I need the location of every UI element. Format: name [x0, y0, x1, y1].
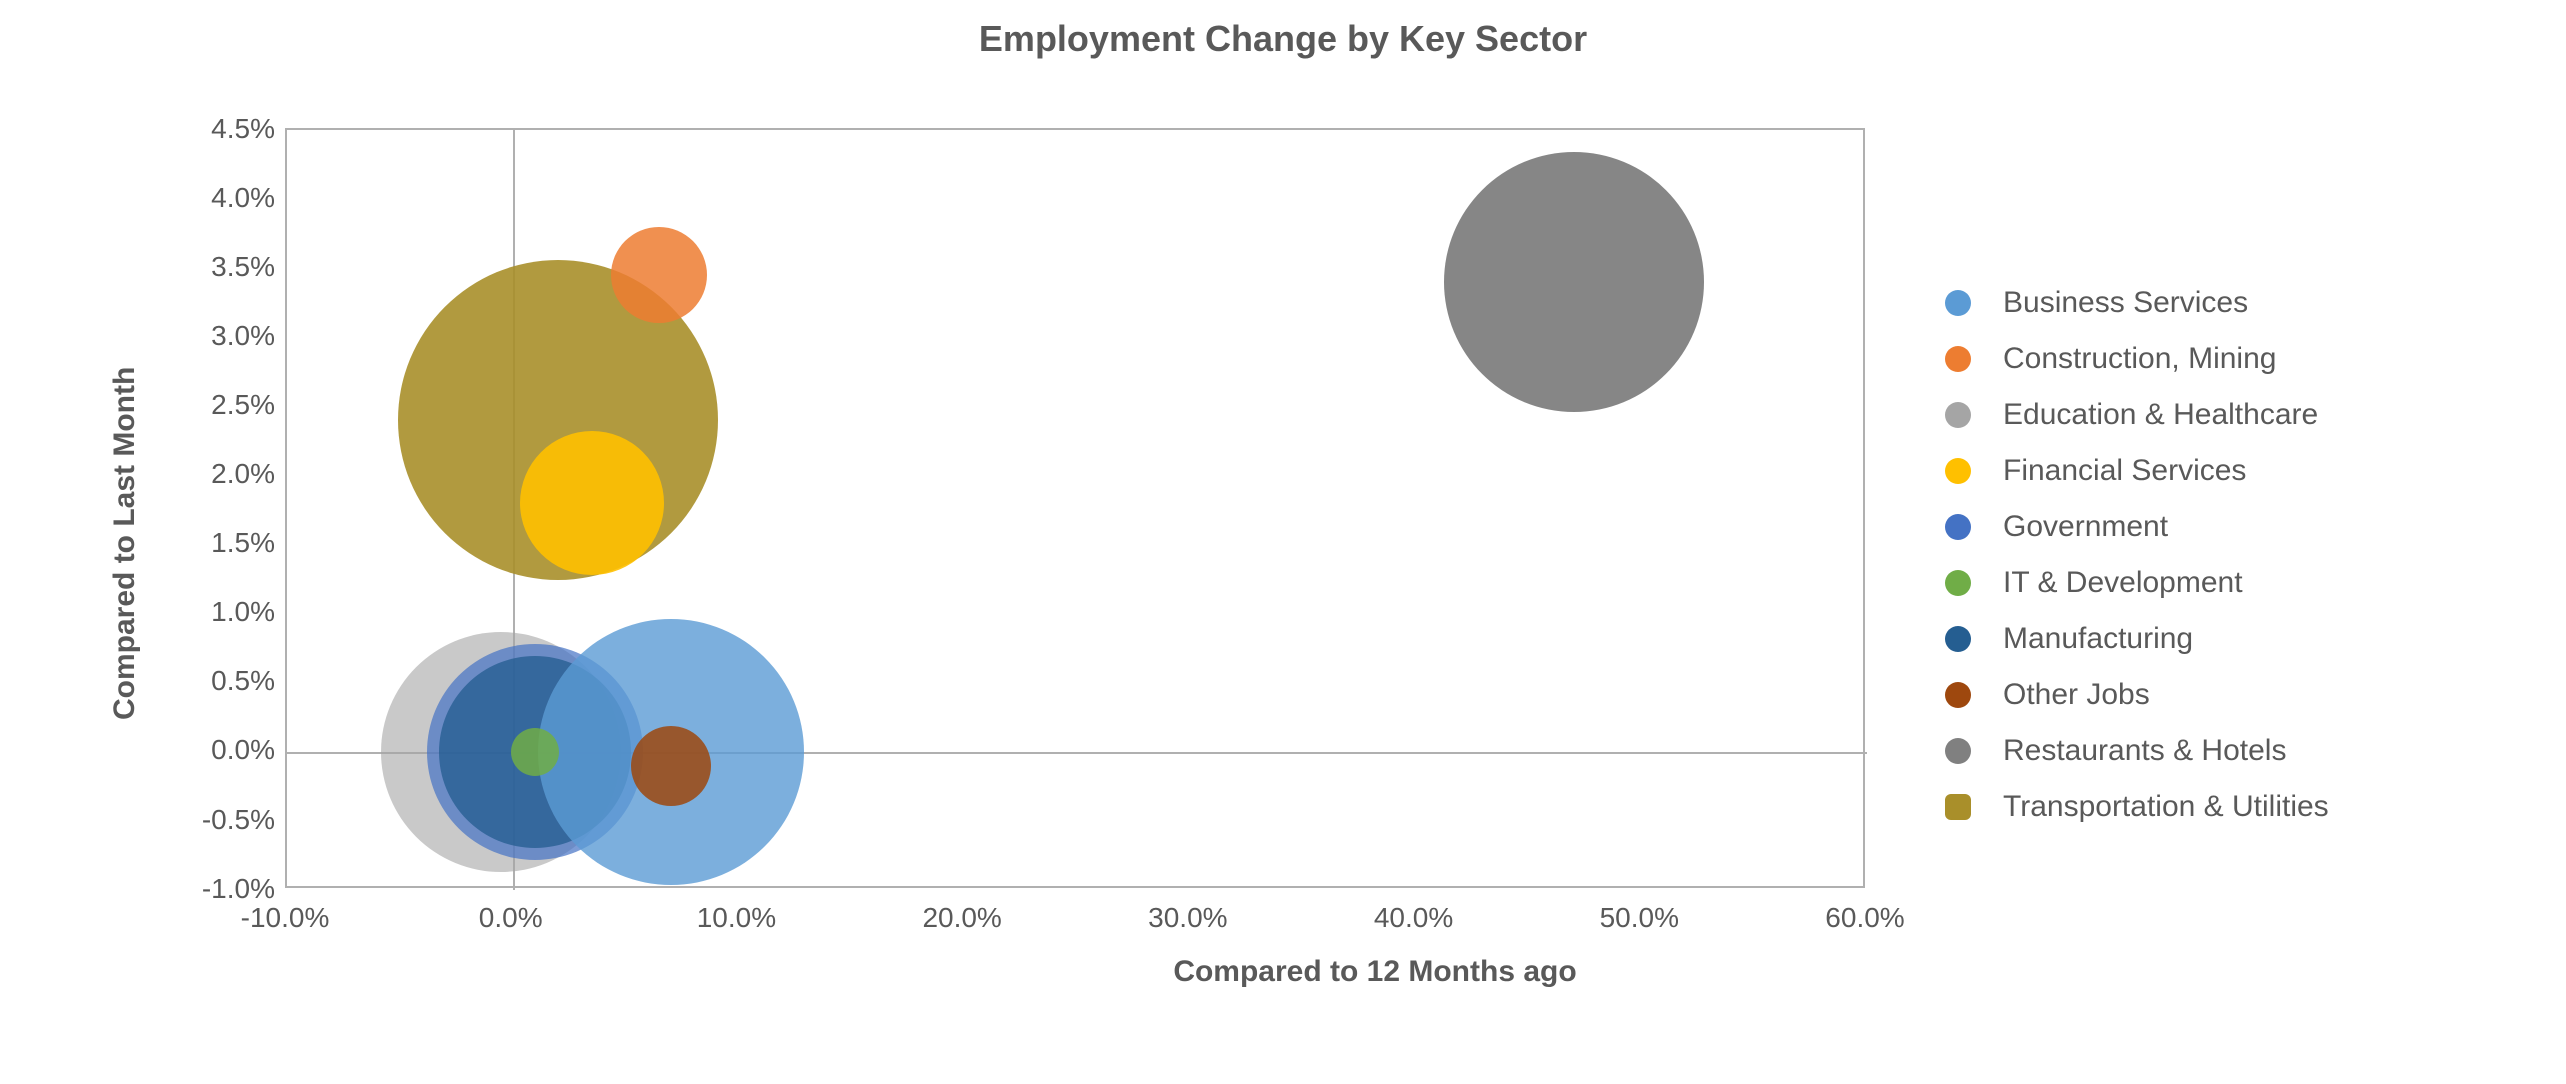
- legend-label: Restaurants & Hotels: [2003, 734, 2286, 768]
- bubble-other-jobs[interactable]: [631, 726, 711, 806]
- y-tick-label: -1.0%: [202, 873, 275, 905]
- legend-label: IT & Development: [2003, 566, 2243, 600]
- legend-label: Other Jobs: [2003, 678, 2150, 712]
- x-tick-label: 50.0%: [1589, 902, 1689, 934]
- y-tick-label: 2.5%: [211, 389, 275, 421]
- legend-label: Transportation & Utilities: [2003, 790, 2329, 824]
- x-tick-label: 20.0%: [912, 902, 1012, 934]
- legend-swatch-icon: [1945, 738, 1971, 764]
- y-tick-label: 3.0%: [211, 320, 275, 352]
- x-tick-label: 10.0%: [686, 902, 786, 934]
- legend-label: Education & Healthcare: [2003, 398, 2318, 432]
- plot-area: [285, 128, 1865, 888]
- y-tick-label: 4.0%: [211, 182, 275, 214]
- y-tick-label: 2.0%: [211, 458, 275, 490]
- x-tick-label: 40.0%: [1364, 902, 1464, 934]
- legend-swatch-icon: [1945, 794, 1971, 820]
- legend-swatch-icon: [1945, 458, 1971, 484]
- legend-label: Manufacturing: [2003, 622, 2193, 656]
- legend-swatch-icon: [1945, 402, 1971, 428]
- chart-title: Employment Change by Key Sector: [0, 18, 2566, 60]
- legend-swatch-icon: [1945, 514, 1971, 540]
- legend-label: Business Services: [2003, 286, 2248, 320]
- y-tick-label: 3.5%: [211, 251, 275, 283]
- y-tick-label: 0.5%: [211, 665, 275, 697]
- x-tick-label: 30.0%: [1138, 902, 1238, 934]
- legend-swatch-icon: [1945, 626, 1971, 652]
- x-tick-label: -10.0%: [235, 902, 335, 934]
- legend-swatch-icon: [1945, 570, 1971, 596]
- legend-swatch-icon: [1945, 346, 1971, 372]
- bubble-financial-services[interactable]: [520, 431, 664, 575]
- y-tick-label: 1.0%: [211, 596, 275, 628]
- legend-label: Financial Services: [2003, 454, 2246, 488]
- legend-label: Construction, Mining: [2003, 342, 2276, 376]
- x-tick-label: 60.0%: [1815, 902, 1915, 934]
- y-tick-label: 1.5%: [211, 527, 275, 559]
- y-axis-label: Compared to Last Month: [108, 367, 142, 720]
- y-tick-label: 0.0%: [211, 734, 275, 766]
- bubble-restaurants-hotels[interactable]: [1444, 152, 1704, 412]
- chart-container: Employment Change by Key Sector Compared…: [0, 0, 2566, 1084]
- x-axis-label: Compared to 12 Months ago: [1075, 955, 1675, 989]
- legend-label: Government: [2003, 510, 2168, 544]
- legend-swatch-icon: [1945, 682, 1971, 708]
- y-tick-label: 4.5%: [211, 113, 275, 145]
- bubble-construction-mining[interactable]: [611, 227, 707, 323]
- y-tick-label: -0.5%: [202, 804, 275, 836]
- bubble-it-development[interactable]: [511, 728, 559, 776]
- legend-swatch-icon: [1945, 290, 1971, 316]
- x-tick-label: 0.0%: [461, 902, 561, 934]
